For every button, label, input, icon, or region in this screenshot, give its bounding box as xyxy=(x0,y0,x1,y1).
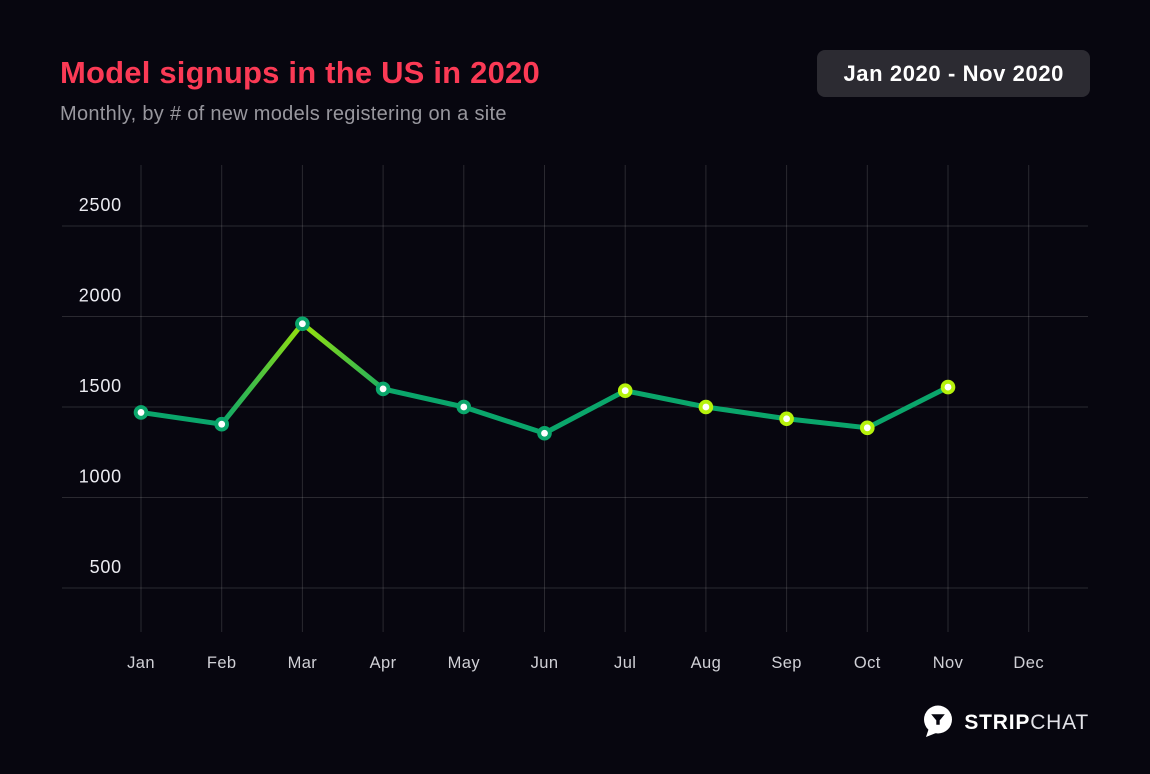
logo-text-chat: CHAT xyxy=(1030,710,1089,734)
logo-wordmark: STRIPCHAT xyxy=(964,706,1089,739)
logo-text-strip: STRIP xyxy=(964,710,1031,734)
y-axis-label-2000: 2000 xyxy=(79,286,122,306)
data-point-core-jun xyxy=(541,429,548,437)
data-point-core-feb xyxy=(218,420,226,428)
stripchat-logo: STRIPCHAT xyxy=(921,704,1089,740)
x-axis-label-dec: Dec xyxy=(1013,654,1044,672)
data-point-core-nov xyxy=(944,383,952,391)
data-point-core-oct xyxy=(863,424,871,432)
y-axis-label-2500: 2500 xyxy=(79,195,122,215)
data-point-core-sep xyxy=(783,415,790,423)
data-point-core-may xyxy=(460,403,468,411)
page-title: Model signups in the US in 2020 xyxy=(60,55,540,90)
x-axis-label-feb: Feb xyxy=(207,654,237,672)
data-point-core-jan xyxy=(137,409,145,416)
y-axis-label-500: 500 xyxy=(90,557,122,577)
x-axis-label-may: May xyxy=(448,654,481,672)
page-subtitle: Monthly, by # of new models registering … xyxy=(60,103,507,125)
data-point-core-aug xyxy=(702,403,710,411)
date-range-badge[interactable]: Jan 2020 - Nov 2020 xyxy=(817,50,1090,97)
x-axis-label-sep: Sep xyxy=(771,654,802,672)
x-axis-label-nov: Nov xyxy=(933,654,964,672)
speech-bubble-martini-icon xyxy=(924,705,953,737)
y-axis-label-1500: 1500 xyxy=(79,376,122,396)
data-point-core-apr xyxy=(379,385,387,393)
data-point-core-jul xyxy=(621,387,629,395)
data-point-core-mar xyxy=(299,320,306,328)
x-axis-label-mar: Mar xyxy=(288,654,318,672)
y-axis-label-1000: 1000 xyxy=(79,467,122,487)
x-axis-label-jan: Jan xyxy=(127,654,155,672)
x-axis-label-apr: Apr xyxy=(370,654,397,672)
x-axis-label-jul: Jul xyxy=(614,654,636,672)
x-axis-label-oct: Oct xyxy=(854,654,881,672)
x-axis-label-aug: Aug xyxy=(691,654,722,672)
x-axis-label-jun: Jun xyxy=(531,654,559,672)
